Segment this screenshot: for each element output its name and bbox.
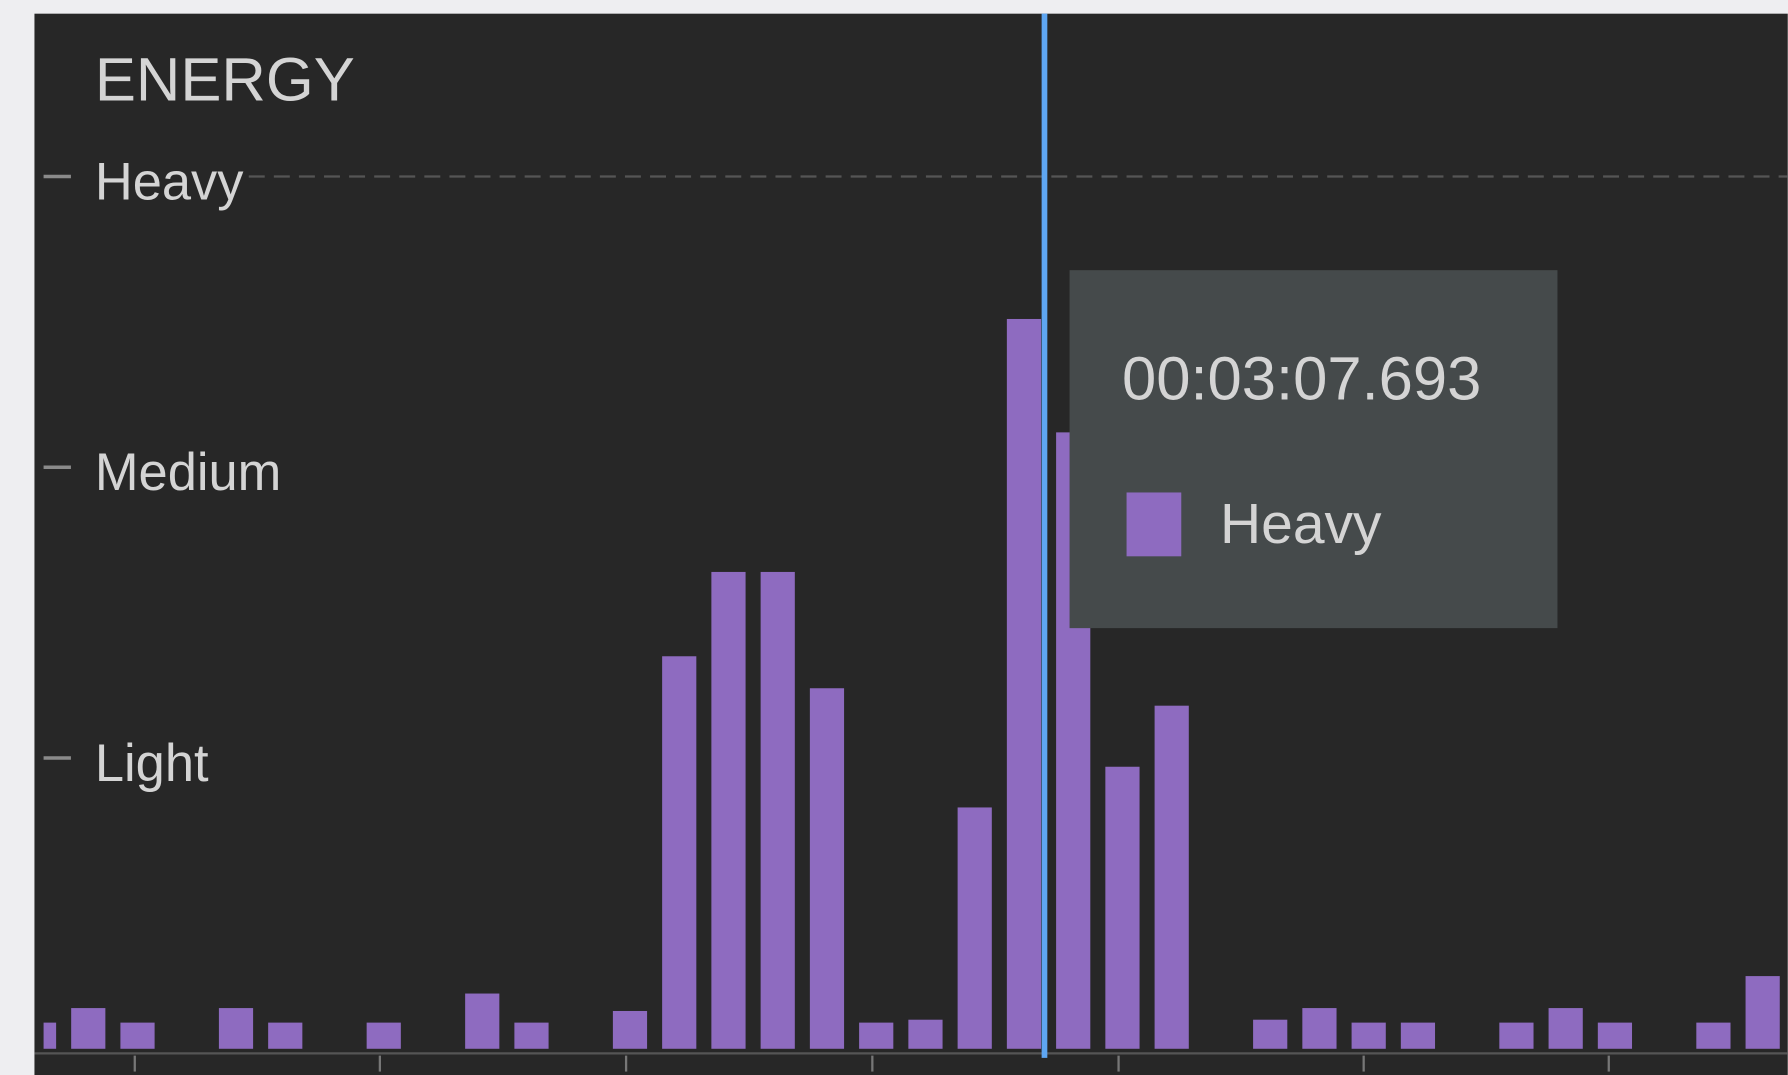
bar (1400, 1022, 1436, 1049)
x-ticks (133, 1055, 1610, 1072)
bar (908, 1019, 943, 1049)
y-tick-label: Heavy (95, 153, 244, 211)
bar (1696, 1022, 1731, 1049)
y-tick-label: Medium (95, 444, 281, 502)
bar (366, 1022, 401, 1049)
tooltip: 00:03:07.693 Heavy (1069, 270, 1558, 629)
bar (711, 571, 746, 1049)
bar (1105, 766, 1140, 1049)
bar (1351, 1022, 1386, 1049)
bar (120, 1022, 155, 1049)
bar (1499, 1022, 1534, 1049)
tooltip-title: 00:03:07.693 (1122, 344, 1481, 413)
tooltip-swatch (1126, 492, 1182, 557)
bar (43, 1022, 57, 1049)
bar (957, 807, 992, 1049)
bar (809, 688, 845, 1049)
bar (859, 1022, 894, 1049)
bar (71, 1008, 106, 1049)
y-tick-label: Light (95, 735, 209, 793)
bar (1548, 1008, 1583, 1049)
bar (1006, 318, 1042, 1049)
bar (1745, 976, 1780, 1049)
bar (1597, 1022, 1633, 1049)
bar (662, 656, 697, 1049)
bar (1302, 1008, 1337, 1049)
chart-title: ENERGY (95, 46, 355, 115)
bar (760, 571, 795, 1049)
tooltip-box (1069, 270, 1558, 629)
bar (218, 1008, 254, 1049)
bar (612, 1010, 648, 1049)
bar (465, 993, 500, 1049)
bar (514, 1022, 549, 1049)
bar (1253, 1019, 1288, 1049)
bar (268, 1022, 303, 1049)
bar (1154, 705, 1189, 1049)
tooltip-label: Heavy (1220, 492, 1382, 556)
